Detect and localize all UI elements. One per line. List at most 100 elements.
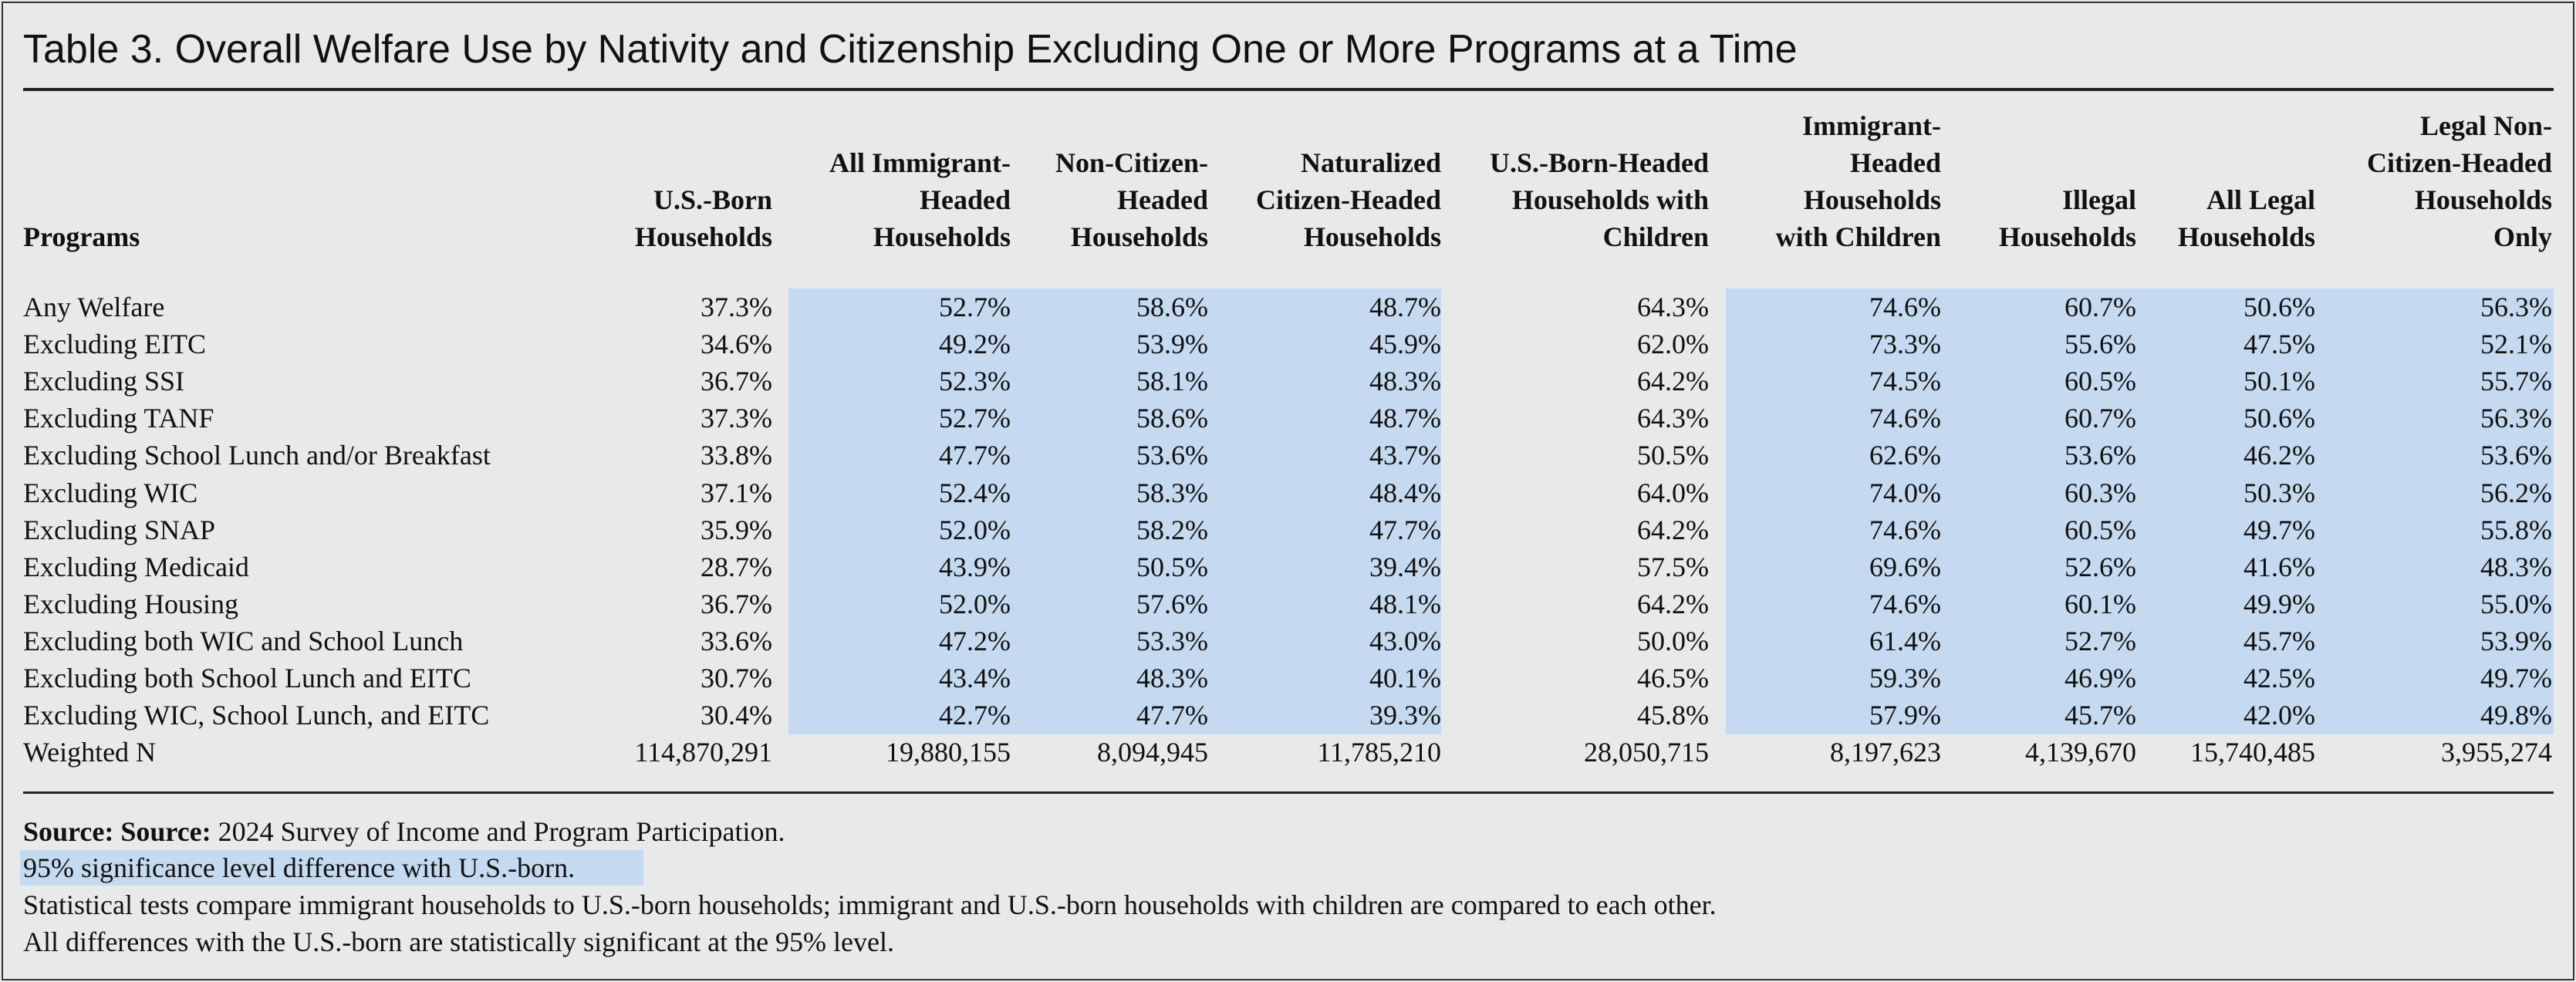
row-label: Weighted N xyxy=(23,737,157,768)
cell: 58.1% xyxy=(1136,366,1208,397)
cell: 56.2% xyxy=(2480,477,2552,508)
cell: 4,139,670 xyxy=(2025,737,2136,768)
cell: 50.5% xyxy=(1136,551,1208,582)
cell: 46.2% xyxy=(2243,440,2315,471)
cell: 47.7% xyxy=(1369,514,1441,545)
cell: 50.6% xyxy=(2243,403,2315,434)
cell: 64.2% xyxy=(1637,588,1709,619)
cell: 52.1% xyxy=(2480,329,2552,360)
cell: 48.3% xyxy=(2480,551,2552,582)
row-label: Excluding WIC xyxy=(23,477,198,508)
column-header: Naturalized xyxy=(1301,147,1441,178)
cell: 74.6% xyxy=(1869,588,1941,619)
source-text: 2024 Survey of Income and Program Partic… xyxy=(218,816,785,847)
cell: 47.2% xyxy=(939,625,1011,656)
cell: 58.3% xyxy=(1136,477,1208,508)
cell: 47.7% xyxy=(939,440,1011,471)
cell: 50.0% xyxy=(1637,625,1709,656)
cell: 52.4% xyxy=(939,477,1011,508)
cell: 55.0% xyxy=(2480,588,2552,619)
note: Statistical tests compare immigrant hous… xyxy=(23,889,1717,920)
cell: 69.6% xyxy=(1869,551,1941,582)
source: Source: Source: 2024 Survey of Income an… xyxy=(23,813,785,850)
cell: 43.7% xyxy=(1369,440,1441,471)
cell: 52.3% xyxy=(939,366,1011,397)
cell: 43.4% xyxy=(939,663,1011,693)
cell: 49.9% xyxy=(2243,588,2315,619)
column-header: Households with xyxy=(1511,184,1709,215)
cell: 30.7% xyxy=(701,663,772,693)
cell: 30.4% xyxy=(701,700,772,731)
column-header: U.S.-Born-Headed xyxy=(1489,147,1709,178)
cell: 11,785,210 xyxy=(1317,737,1441,768)
cell: 52.7% xyxy=(939,292,1011,322)
column-header: Households xyxy=(1303,221,1441,252)
cell: 58.6% xyxy=(1136,292,1208,322)
row-label: Excluding SNAP xyxy=(23,514,216,545)
column-header: All Legal xyxy=(2206,184,2315,215)
column-header: Programs xyxy=(23,221,140,252)
column-header: Households xyxy=(2177,221,2315,252)
cell: 60.7% xyxy=(2065,292,2136,322)
row-label: Excluding EITC xyxy=(23,329,206,360)
column-header: Households xyxy=(634,221,772,252)
title-rule xyxy=(23,88,2554,91)
cell: 62.6% xyxy=(1869,440,1941,471)
cell: 74.6% xyxy=(1869,514,1941,545)
cell: 39.4% xyxy=(1369,551,1441,582)
cell: 52.0% xyxy=(939,514,1011,545)
cell: 50.3% xyxy=(2243,477,2315,508)
cell: 8,094,945 xyxy=(1097,737,1208,768)
cell: 45.7% xyxy=(2065,700,2136,731)
column-header: U.S.-Born xyxy=(653,184,772,215)
cell: 64.0% xyxy=(1637,477,1709,508)
cell: 74.6% xyxy=(1869,403,1941,434)
column-header: Households xyxy=(873,221,1011,252)
column-header: Illegal xyxy=(2062,184,2136,215)
note: All differences with the U.S.-born are s… xyxy=(23,926,895,957)
column-header: with Children xyxy=(1775,221,1941,252)
cell: 43.0% xyxy=(1369,625,1441,656)
row-label: Excluding School Lunch and/or Breakfast xyxy=(23,440,491,471)
cell: 57.9% xyxy=(1869,700,1941,731)
cell: 64.3% xyxy=(1637,292,1709,322)
cell: 59.3% xyxy=(1869,663,1941,693)
cell: 74.6% xyxy=(1869,292,1941,322)
cell: 48.7% xyxy=(1369,403,1441,434)
column-header: Citizen-Headed xyxy=(2367,147,2552,178)
cell: 15,740,485 xyxy=(2190,737,2315,768)
cell: 60.5% xyxy=(2065,514,2136,545)
row-label: Excluding both School Lunch and EITC xyxy=(23,663,471,693)
column-header: Non-Citizen- xyxy=(1055,147,1208,178)
cell: 49.8% xyxy=(2480,700,2552,731)
cell: 53.6% xyxy=(2065,440,2136,471)
cell: 53.9% xyxy=(1136,329,1208,360)
cell: 48.1% xyxy=(1369,588,1441,619)
cell: 53.6% xyxy=(1136,440,1208,471)
cell: 28.7% xyxy=(701,551,772,582)
cell: 42.0% xyxy=(2243,700,2315,731)
cell: 50.1% xyxy=(2243,366,2315,397)
cell: 19,880,155 xyxy=(886,737,1011,768)
cell: 8,197,623 xyxy=(1830,737,1941,768)
row-label: Excluding Housing xyxy=(23,588,238,619)
cell: 45.9% xyxy=(1369,329,1441,360)
row-label: Excluding SSI xyxy=(23,366,185,397)
cell: 53.6% xyxy=(2480,440,2552,471)
cell: 50.5% xyxy=(1637,440,1709,471)
cell: 33.8% xyxy=(701,440,772,471)
cell: 36.7% xyxy=(701,366,772,397)
note: 95% significance level difference with U… xyxy=(23,852,576,883)
column-header: Immigrant- xyxy=(1802,110,1941,141)
cell: 57.6% xyxy=(1136,588,1208,619)
cell: 37.3% xyxy=(701,403,772,434)
column-header: Citizen-Headed xyxy=(1256,184,1441,215)
cell: 60.7% xyxy=(2065,403,2136,434)
column-header: Households xyxy=(2414,184,2552,215)
column-header: Only xyxy=(2493,221,2552,252)
cell: 49.7% xyxy=(2243,514,2315,545)
highlight xyxy=(788,289,1441,734)
column-header: Legal Non- xyxy=(2420,110,2552,141)
